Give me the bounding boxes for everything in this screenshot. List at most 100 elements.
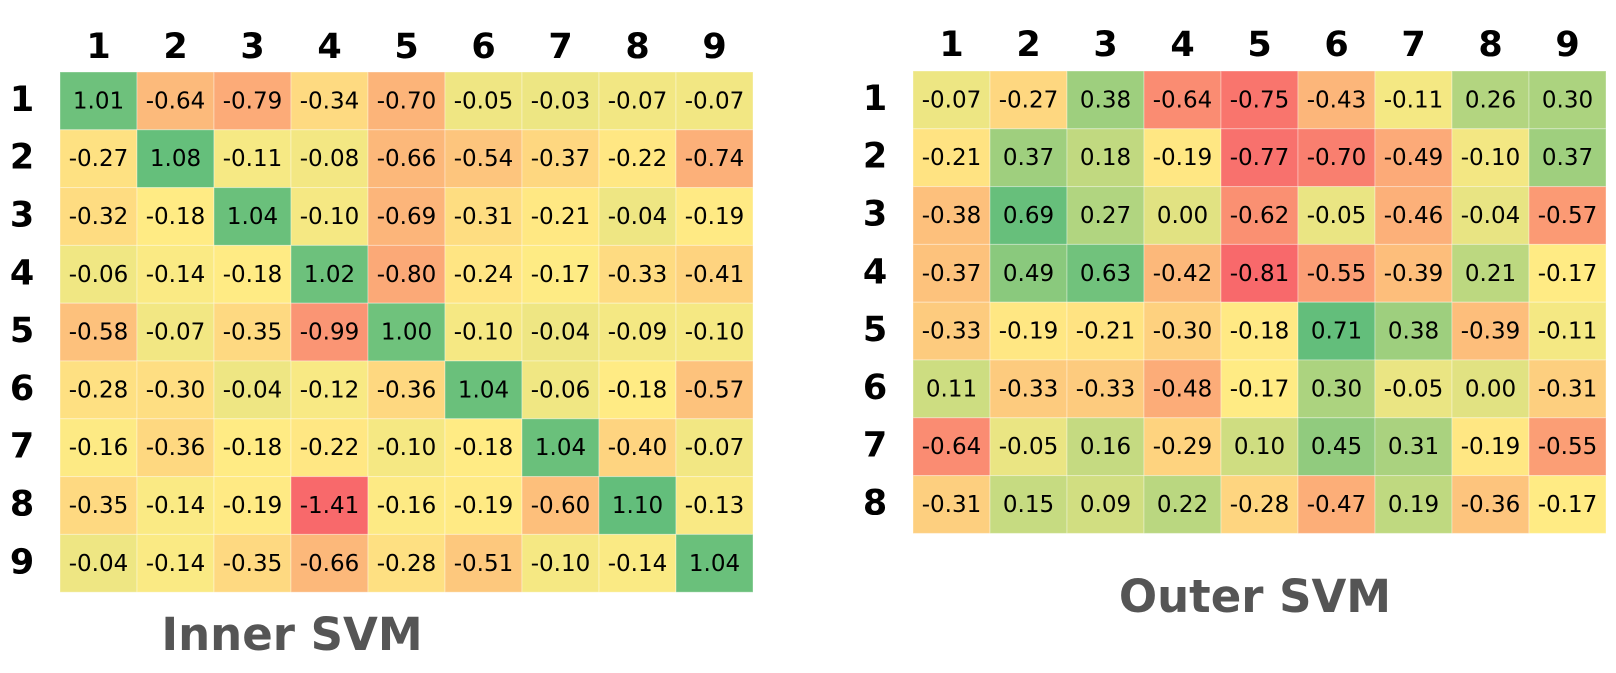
row-header: 8 [10,485,34,525]
cell-value-label: -0.21 [531,204,591,230]
cell-value-label: 0.37 [1003,145,1054,171]
heatmap-cell [675,360,754,420]
cell-value-label: -0.19 [1461,434,1521,460]
column-header: 6 [471,27,495,67]
heatmap-cell [444,476,523,535]
heatmap-cell [136,71,215,131]
cell-value-label: -0.55 [1538,434,1598,460]
cell-value-label: -0.06 [69,262,129,288]
column-header: 5 [394,27,418,67]
heatmap-cell [912,359,991,419]
cell-value-label: -0.28 [377,551,437,577]
cell-value-label: -0.36 [146,435,206,461]
heatmap-cell [213,476,292,535]
cell-value-label: -0.19 [223,493,283,519]
outer-svm-panel: 1 2 3 4 5 6 7 8 91 -0.07 -0.27 0.38 -0.64 -0.75 -0.43-… [863,25,1607,623]
cell-value-label: -0.05 [999,434,1059,460]
heatmap-cell [1297,301,1376,361]
cell-value-label: 0.30 [1311,376,1362,402]
cell-value-label: -0.04 [531,320,591,346]
heatmap-cell [136,187,215,246]
cell-value-label: 0.31 [1388,434,1439,460]
heatmap-cell [1220,186,1299,245]
heatmap-cell [1066,417,1145,477]
heatmap-cell [598,71,677,131]
cell-value-label: -0.09 [608,320,668,346]
cell-value-label: -0.07 [608,88,668,114]
cell-value-label: -0.66 [300,551,360,577]
column-header: 8 [625,27,649,67]
heatmap-cell [136,533,215,593]
cell-value-label: -0.42 [1153,261,1213,287]
cell-value-label: -0.33 [1076,376,1136,402]
heatmap-cell [444,360,523,420]
cell-value-label: 0.16 [1080,434,1131,460]
heatmap-cell [1143,301,1222,361]
cell-value-label: -0.29 [1153,434,1213,460]
cell-value-label: 1.01 [73,88,124,114]
heatmap-cell [675,418,754,478]
cell-value-label: 0.19 [1388,492,1439,518]
heatmap-cell [367,476,446,535]
cell-value-label: -0.18 [223,262,283,288]
cell-value-label: -0.18 [608,377,668,403]
heatmap-cell [598,129,677,189]
cell-value-label: -0.57 [685,377,745,403]
heatmap-cell [989,301,1068,361]
cell-value-label: 0.37 [1542,145,1593,171]
heatmap-cell [59,418,138,478]
heatmap-cell [1528,301,1607,361]
heatmap-cell [1143,475,1222,534]
heatmap-cell [1451,243,1530,303]
heatmap-cell [367,360,446,420]
heatmap-cell [136,244,215,304]
heatmap-cell [1066,301,1145,361]
heatmap-cell [1143,359,1222,419]
cell-value-label: -0.80 [377,262,437,288]
heatmap-cell [521,187,600,246]
heatmap-cell [521,476,600,535]
cell-value-label: -0.04 [223,377,283,403]
cell-value-label: -0.14 [608,551,668,577]
cell-value-label: -0.03 [531,88,591,114]
row-header: 7 [863,426,887,466]
cell-value-label: -0.14 [146,551,206,577]
cell-value-label: 0.69 [1003,203,1054,229]
cell-value-label: -0.57 [1538,203,1598,229]
heatmap-cell [521,129,600,189]
cell-value-label: -0.39 [1384,261,1444,287]
row-header: 1 [863,79,887,119]
row-header: 1 [10,80,34,120]
cell-value-label: -0.75 [1230,87,1290,113]
heatmap-cell [290,360,369,420]
heatmap-cell [1220,301,1299,361]
row-header: 9 [10,542,34,582]
cell-value-label: -0.19 [1153,145,1213,171]
cell-value-label: -0.49 [1384,145,1444,171]
heatmap-cell [1374,128,1453,188]
heatmap-cell [1451,475,1530,534]
column-header: 3 [240,27,264,67]
heatmap-cell [521,418,600,478]
cell-value-label: -0.17 [1230,376,1290,402]
cell-value-label: -0.66 [377,146,437,172]
row-header: 4 [10,253,34,293]
heatmap-cell [1528,243,1607,303]
cell-value-label: 0.38 [1080,87,1131,113]
cell-value-label: -0.04 [608,204,668,230]
heatmap-cell [213,71,292,131]
heatmap-cell [136,360,215,420]
column-header: 6 [1324,25,1348,65]
cell-value-label: -0.38 [922,203,982,229]
heatmap-cell [213,418,292,478]
cell-value-label: -0.07 [685,435,745,461]
cell-value-label: -0.74 [685,146,745,172]
cell-value-label: -0.36 [377,377,437,403]
heatmap-cell [989,475,1068,534]
cell-value-label: -0.31 [1538,376,1598,402]
cell-value-label: -0.64 [146,88,206,114]
chart-title: Inner SVM [161,608,422,661]
heatmap-cell [521,302,600,362]
heatmap-cell [1297,359,1376,419]
